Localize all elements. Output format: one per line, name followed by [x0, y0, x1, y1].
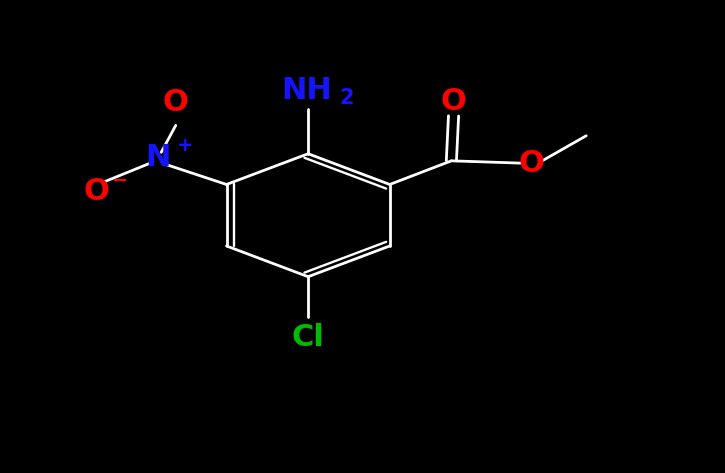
Text: NH: NH — [281, 76, 332, 105]
Text: −: − — [112, 171, 128, 190]
Text: O: O — [519, 149, 544, 178]
Text: +: + — [177, 136, 194, 155]
Text: 2: 2 — [339, 88, 354, 108]
Text: O: O — [163, 88, 188, 117]
Text: O: O — [441, 87, 466, 116]
Text: N: N — [145, 143, 170, 173]
Text: O: O — [83, 177, 109, 206]
Text: Cl: Cl — [291, 323, 325, 352]
